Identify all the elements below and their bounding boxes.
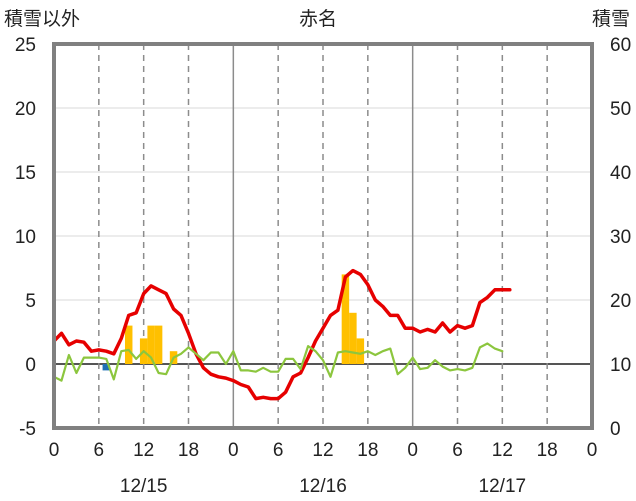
y-left-tick-label: 5 — [25, 291, 36, 312]
x-tick-label: 0 — [407, 440, 418, 461]
x-tick-label: 0 — [587, 440, 598, 461]
right-axis-title: 積雪 — [591, 9, 630, 30]
precipitation-bar — [341, 274, 350, 364]
y-right-tick-label: 0 — [610, 419, 621, 440]
y-right-tick-label: 20 — [610, 291, 631, 312]
x-tick-label: 12 — [492, 440, 513, 461]
date-label: 12/17 — [479, 476, 527, 497]
x-tick-label: 12 — [133, 440, 154, 461]
x-tick-label: 18 — [357, 440, 378, 461]
y-left-tick-label: -5 — [19, 419, 36, 440]
x-tick-label: 6 — [273, 440, 284, 461]
y-left-tick-label: 10 — [15, 227, 36, 248]
x-tick-label: 0 — [228, 440, 239, 461]
sunshine-bar — [102, 364, 111, 371]
x-tick-label: 18 — [537, 440, 558, 461]
x-tick-label: 18 — [178, 440, 199, 461]
x-tick-label: 6 — [452, 440, 463, 461]
date-label: 12/15 — [120, 476, 168, 497]
station-name: 赤名 — [298, 9, 337, 30]
precipitation-bar — [154, 325, 163, 364]
line-series — [52, 268, 512, 430]
precipitation-bar — [124, 325, 133, 364]
precipitation-bar — [356, 338, 365, 364]
y-right-tick-label: 30 — [610, 227, 631, 248]
grid-lines — [54, 44, 592, 428]
x-tick-label: 6 — [94, 440, 105, 461]
x-tick-label: 12 — [312, 440, 333, 461]
plot-frame — [52, 42, 594, 430]
x-tick-label: 0 — [49, 440, 60, 461]
y-right-tick-label: 10 — [610, 355, 631, 376]
precipitation-bar — [349, 312, 357, 364]
wind-line — [52, 342, 504, 382]
y-left-tick-label: 15 — [15, 163, 36, 184]
y-left-tick-label: 0 — [25, 355, 36, 376]
precipitation-bar — [147, 325, 155, 364]
y-right-tick-label: 40 — [610, 163, 631, 184]
y-left-tick-label: 25 — [15, 35, 36, 56]
left-axis-title: 積雪以外 — [4, 9, 81, 30]
y-right-tick-label: 60 — [610, 35, 631, 56]
y-left-tick-label: 20 — [15, 99, 36, 120]
date-label: 12/16 — [299, 476, 347, 497]
y-right-tick-label: 50 — [610, 99, 631, 120]
temperature-line — [52, 268, 512, 401]
